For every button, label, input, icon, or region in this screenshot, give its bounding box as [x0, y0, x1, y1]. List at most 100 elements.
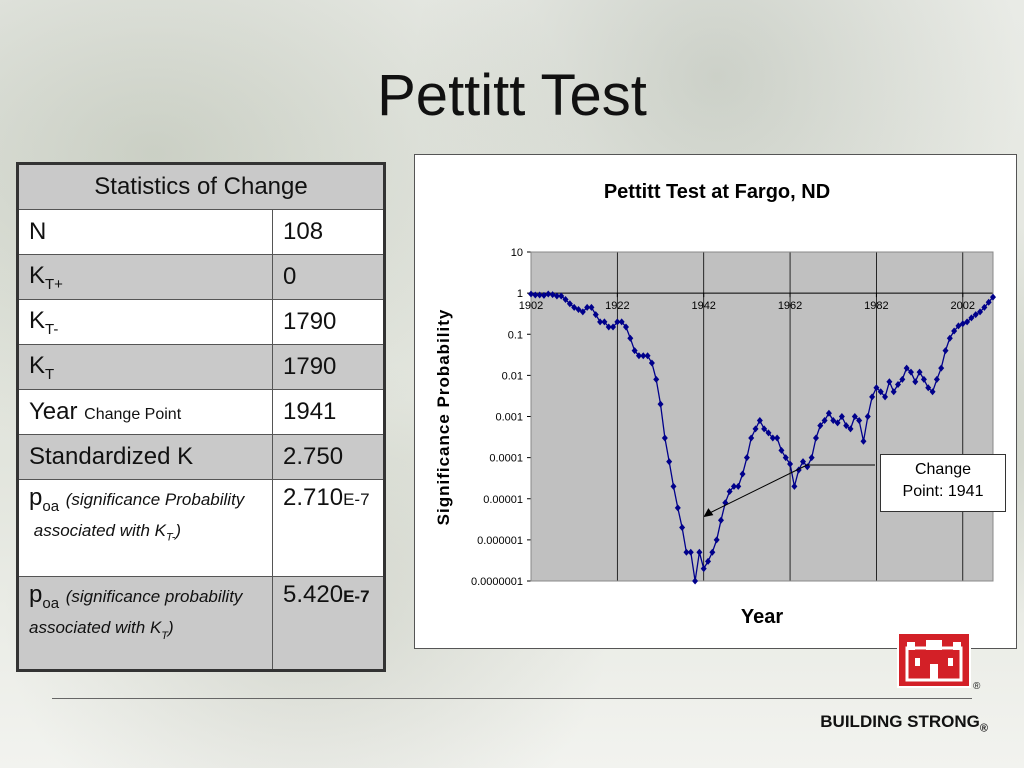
data-point [946, 334, 953, 342]
table-row: N 108 [17, 209, 385, 255]
usace-castle-logo [897, 632, 971, 688]
table-row: KT- 1790 [17, 299, 385, 345]
row-value: 1790 [272, 344, 385, 390]
row-value: 1941 [272, 389, 385, 435]
data-point [847, 425, 854, 433]
data-point [955, 322, 962, 330]
data-point [890, 388, 897, 396]
data-point [860, 437, 867, 445]
table-row: KT+ 0 [17, 254, 385, 300]
data-point [748, 434, 755, 442]
data-point [787, 460, 794, 468]
data-point [566, 300, 573, 308]
data-point [843, 422, 850, 430]
table-row: poa (significance probability associated… [17, 576, 385, 671]
data-point [895, 380, 902, 388]
table-row: poa (significance Probability associated… [17, 479, 385, 577]
statistics-table: Statistics of Change N 108 KT+ 0 KT- 179… [16, 162, 386, 672]
data-point [985, 298, 992, 306]
data-point [592, 311, 599, 319]
data-point [825, 409, 832, 417]
data-point [730, 482, 737, 490]
data-point [666, 458, 673, 466]
y-tick-label: 0.0000001 [471, 576, 523, 588]
row-label: KT+ [17, 254, 273, 300]
data-point [942, 347, 949, 355]
data-point [679, 523, 686, 531]
y-tick-label: 0.01 [502, 370, 523, 382]
row-label: Year Change Point [17, 389, 273, 435]
data-point [903, 364, 910, 372]
data-point [834, 419, 841, 427]
data-point [571, 303, 578, 311]
footer-brand: BUILDING STRONG® [820, 712, 988, 735]
plot-border [530, 251, 994, 582]
y-tick-label: 1 [517, 288, 523, 300]
y-tick-label: 10 [511, 247, 523, 259]
table-row: KT 1790 [17, 344, 385, 390]
data-point [674, 504, 681, 512]
data-point [696, 548, 703, 556]
x-tick-label: 2002 [951, 300, 975, 312]
data-point [873, 384, 880, 392]
data-point [579, 308, 586, 316]
data-point [657, 400, 664, 408]
data-point [851, 413, 858, 420]
data-point [761, 425, 768, 433]
y-tick-label: 0.1 [508, 329, 523, 341]
data-point [765, 429, 772, 437]
data-point [808, 454, 815, 462]
data-point [683, 548, 690, 556]
data-point [713, 536, 720, 544]
y-tick-label: 0.000001 [477, 535, 523, 547]
data-point [856, 416, 863, 424]
y-tick-label: 0.001 [495, 412, 523, 424]
data-point [670, 482, 677, 490]
data-point [968, 314, 975, 322]
data-point [558, 292, 565, 300]
table-row: Year Change Point 1941 [17, 389, 385, 435]
data-point [951, 327, 958, 335]
data-point [705, 557, 712, 565]
data-point [800, 458, 807, 466]
data-point [752, 425, 759, 433]
data-point [627, 334, 634, 342]
data-point [635, 352, 642, 360]
callout-arrow [709, 464, 808, 514]
data-point [933, 375, 940, 383]
data-point [912, 378, 919, 386]
data-point [981, 303, 988, 311]
data-point [661, 434, 668, 442]
data-point [640, 352, 647, 360]
data-point [899, 375, 906, 383]
data-point [838, 413, 845, 420]
data-point [618, 318, 625, 326]
data-point [648, 359, 655, 367]
data-point [605, 323, 612, 331]
data-point [756, 416, 763, 424]
data-point [774, 434, 781, 442]
data-point [597, 318, 604, 326]
row-label: KT [17, 344, 273, 390]
data-point [782, 454, 789, 462]
data-point [553, 292, 560, 300]
data-point [528, 290, 534, 298]
row-value: 2.750 [272, 434, 385, 480]
page-title: Pettitt Test [377, 63, 647, 128]
logo-registered-mark: ® [973, 681, 981, 692]
row-label: poa (significance Probability associated… [17, 479, 273, 577]
data-point [709, 548, 716, 556]
row-label: Standardized K [17, 434, 273, 480]
data-point [882, 393, 889, 401]
data-point [990, 293, 996, 301]
data-point [791, 482, 798, 490]
data-point [549, 291, 556, 299]
data-point [631, 347, 638, 355]
row-label: KT- [17, 299, 273, 345]
data-point [916, 368, 923, 376]
table-row: Standardized K 2.750 [17, 434, 385, 480]
data-point [584, 303, 591, 311]
arrow-head [703, 508, 714, 518]
y-axis-label: Significance Probability [434, 309, 453, 526]
data-point [687, 548, 694, 556]
